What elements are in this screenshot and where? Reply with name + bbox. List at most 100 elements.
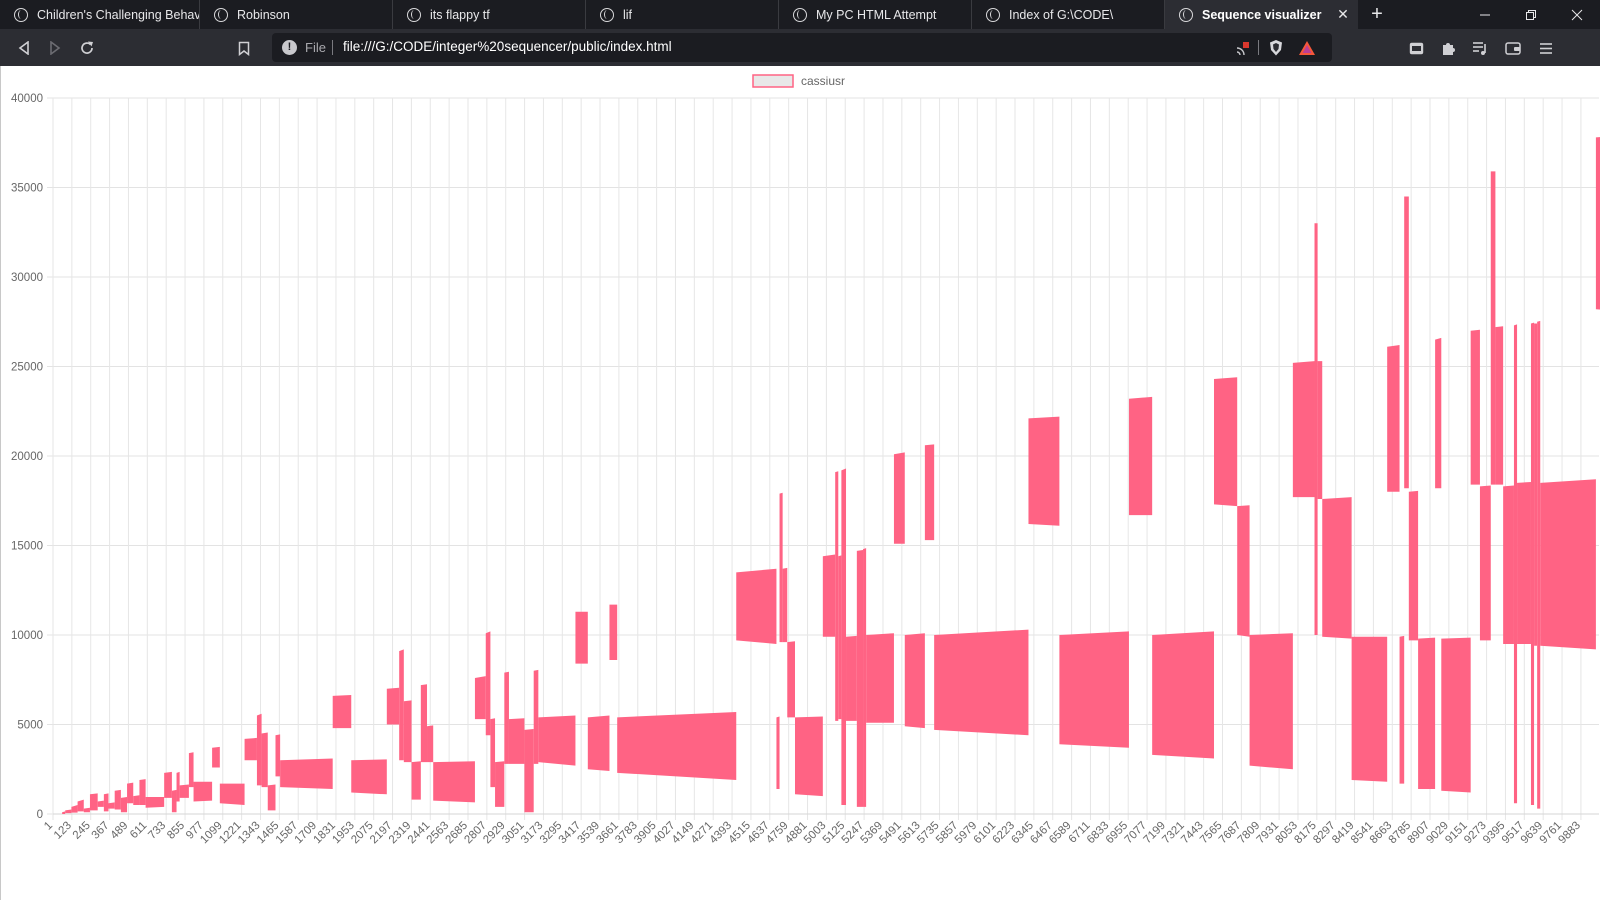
legend-swatch[interactable] [752, 74, 794, 88]
extensions-button[interactable] [1438, 38, 1458, 58]
menu-button[interactable] [1536, 38, 1556, 58]
series-band-91 [1495, 326, 1504, 485]
series-band-38 [474, 676, 486, 720]
series-band-49 [609, 604, 618, 661]
series-band-12 [133, 795, 140, 806]
series-band-25 [261, 732, 268, 788]
series-band-78 [1317, 361, 1323, 499]
tab-1[interactable]: Children's Challenging Behavio [0, 0, 200, 29]
sidebar-button[interactable] [1406, 38, 1426, 58]
cast-icon[interactable] [1234, 40, 1250, 61]
brave-shields-icon[interactable] [1268, 39, 1284, 62]
close-window-button[interactable] [1554, 0, 1600, 29]
new-tab-button[interactable]: + [1371, 3, 1383, 25]
series-band-40 [490, 718, 496, 788]
y-tick-label: 40000 [11, 93, 43, 105]
series-band-14 [145, 796, 165, 808]
series-band-22 [219, 783, 245, 806]
legend-label[interactable]: cassiusr [801, 74, 845, 88]
tab-sequence-visualizer[interactable]: Sequence visualizer ✕ [1165, 0, 1358, 29]
series-band-99 [1595, 137, 1600, 310]
series-band-84 [1408, 490, 1419, 641]
series-band-15 [164, 771, 172, 798]
series-band-85 [1418, 637, 1436, 789]
series-band-31 [386, 687, 400, 725]
series-band-43 [508, 718, 525, 764]
back-button[interactable] [14, 38, 34, 58]
info-icon[interactable]: ! [282, 40, 297, 55]
series-band-83 [1404, 196, 1409, 489]
series-band-68 [934, 629, 1029, 736]
globe-icon [407, 7, 421, 22]
series-band-2 [71, 805, 78, 813]
series-band-16 [171, 789, 177, 813]
close-tab-icon[interactable]: ✕ [1337, 6, 1349, 22]
series-band-27 [275, 734, 281, 777]
series-band-37 [433, 761, 475, 803]
series-band-53 [779, 492, 783, 643]
series-band-95 [1530, 322, 1535, 806]
series-band-45 [533, 669, 539, 764]
x-axis: 1123245367489611733855977109912211343146… [42, 820, 1583, 847]
url-text[interactable]: file:///G:/CODE/integer%20sequencer/publ… [343, 39, 672, 54]
series-band-41 [495, 761, 505, 807]
close-icon [1571, 9, 1583, 20]
x-tick-label: 611 [128, 820, 149, 841]
restore-button[interactable] [1508, 0, 1554, 29]
tab-6[interactable]: Index of G:\CODE\ [972, 0, 1165, 29]
tab-title: its flappy tf [430, 7, 490, 22]
series-band-20 [193, 781, 213, 802]
tab-2[interactable]: Robinson [200, 0, 393, 29]
x-tick-label: 733 [146, 820, 168, 842]
series-band-48 [587, 715, 610, 772]
series-band-76 [1292, 361, 1315, 498]
series-band-92 [1503, 485, 1514, 644]
minimize-icon [1480, 14, 1490, 15]
y-tick-label: 5000 [17, 720, 43, 732]
series-band-13 [139, 779, 146, 806]
reload-button[interactable] [77, 38, 97, 58]
series-band-86 [1435, 337, 1442, 489]
globe-icon [793, 7, 807, 22]
wallet-button[interactable] [1503, 38, 1523, 58]
minimize-button[interactable] [1462, 0, 1508, 29]
playlist-button[interactable] [1470, 38, 1490, 58]
series-band-93 [1513, 324, 1518, 804]
series-band-98 [1540, 479, 1596, 650]
tab-title: Index of G:\CODE\ [1009, 7, 1114, 22]
brave-rewards-icon[interactable] [1298, 40, 1316, 61]
series-band-4 [83, 807, 90, 813]
y-tick-label: 35000 [11, 183, 43, 195]
series-band-39 [485, 631, 491, 736]
series-band-28 [280, 758, 333, 789]
tab-3[interactable]: its flappy tf [393, 0, 586, 29]
series-band-77 [1314, 223, 1318, 636]
series-band-70 [1059, 631, 1129, 748]
x-tick-label: 245 [71, 820, 93, 842]
series-band-10 [120, 796, 128, 813]
series-band-50 [617, 711, 737, 780]
page-content: 0 5000 10000 15000 20000 25000 30000 35000 40000… [0, 66, 1600, 900]
series-band-63 [863, 548, 867, 807]
forward-button[interactable] [45, 38, 65, 58]
series-band-42 [504, 671, 509, 764]
series-band-3 [77, 799, 84, 812]
tab-5[interactable]: My PC HTML Attempt [779, 0, 972, 29]
bookmark-button[interactable] [234, 38, 254, 58]
series-band-94 [1517, 481, 1531, 644]
address-bar[interactable]: ! File file:///G:/CODE/integer%20sequenc… [272, 33, 1332, 62]
globe-icon [986, 7, 1000, 22]
series-band-21 [212, 746, 220, 768]
series-band-81 [1387, 345, 1400, 492]
series-band-19 [188, 752, 194, 788]
series-band-59 [838, 555, 842, 720]
chart-legend[interactable]: cassiusr [752, 74, 845, 88]
wallet-icon [1505, 42, 1521, 55]
series-band-97 [1537, 320, 1541, 809]
tab-4[interactable]: lif [586, 0, 779, 29]
chart-series [62, 137, 1600, 814]
y-tick-label: 0 [37, 809, 43, 821]
series-band-61 [846, 635, 857, 721]
series-band-75 [1249, 633, 1293, 770]
series-band-30 [351, 759, 387, 795]
